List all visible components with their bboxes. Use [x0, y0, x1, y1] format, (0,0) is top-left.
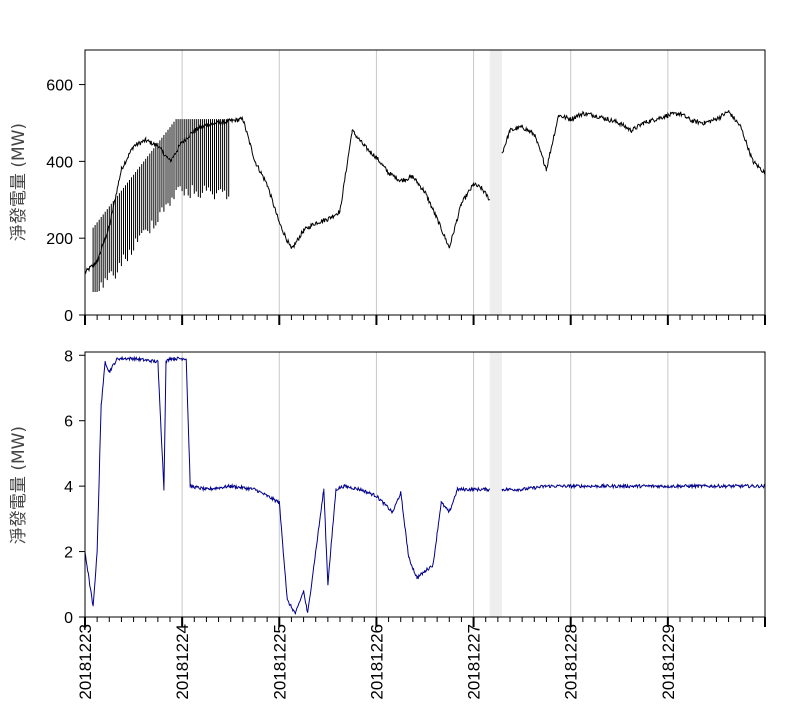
y-tick-label: 6	[64, 414, 73, 431]
y-axis-title: 淨發電量 (MW)	[9, 123, 29, 241]
x-tick-label: 20181225	[270, 624, 289, 700]
y-tick-label: 0	[64, 610, 73, 627]
series-line	[84, 110, 766, 275]
bottom-panel: 0 2 4 6 8 淨發電量 (MW)	[9, 348, 766, 627]
y-tick-label: 2	[64, 545, 73, 562]
missing-data-band	[489, 50, 502, 315]
x-axis-date-labels: 20181223 20181224 20181225 20181226 20181227…	[76, 624, 678, 700]
x-tick-label: 20181223	[76, 624, 95, 700]
y-tick-label: 4	[64, 479, 73, 496]
y-axis-title: 淨發電量 (MW)	[9, 426, 29, 544]
series-line	[84, 355, 766, 615]
x-tick-label: 20181228	[562, 624, 581, 700]
x-tick-label: 20181229	[659, 624, 678, 700]
y-tick-label: 8	[64, 348, 73, 365]
top-panel: 0 200 400 600 淨發電量 (MW)	[9, 49, 766, 325]
x-tick-label: 20181224	[173, 624, 192, 700]
x-tick-label: 20181226	[367, 624, 386, 700]
y-tick-label: 400	[46, 154, 73, 171]
x-tick-label: 20181227	[465, 624, 484, 700]
plot-frame	[84, 49, 766, 316]
y-tick-label: 0	[64, 308, 73, 325]
y-tick-label: 200	[46, 231, 73, 248]
missing-data-band	[489, 352, 502, 617]
y-tick-label: 600	[46, 78, 73, 95]
